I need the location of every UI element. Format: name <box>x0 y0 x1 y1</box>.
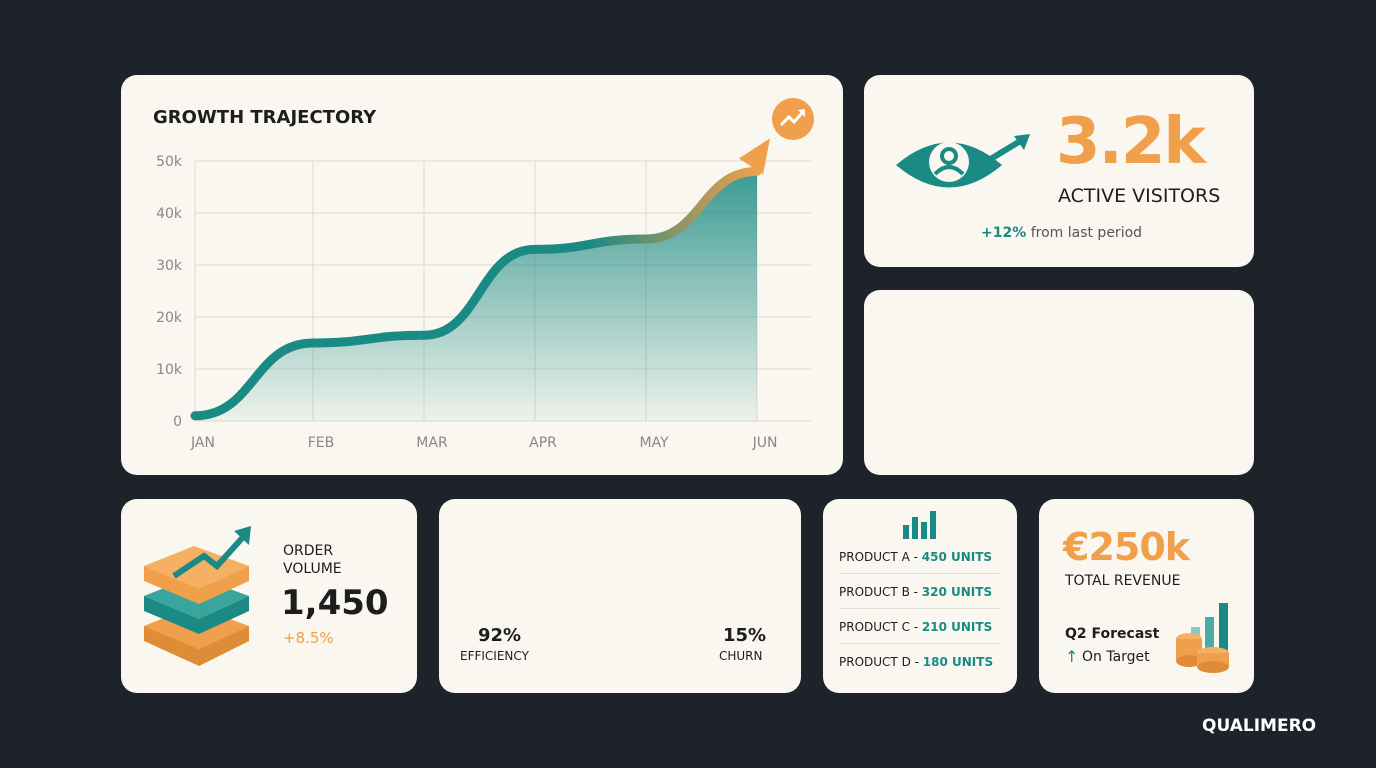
revenue-card: €250k TOTAL REVENUE Q2 Forecast ↑ On Tar… <box>1039 499 1254 693</box>
revenue-label: TOTAL REVENUE <box>1065 573 1181 589</box>
orders-label-1: ORDER <box>283 543 334 559</box>
y-tick-label: 20k <box>156 310 183 326</box>
series-line <box>190 166 762 421</box>
product-name: PRODUCT B - <box>839 585 918 599</box>
visitors-card: 3.2k ACTIVE VISITORS +12% from last peri… <box>864 75 1254 267</box>
coins-chart-icon <box>1176 603 1229 673</box>
products-card: PRODUCT A - 450 UNITS PRODUCT B - 320 UNI… <box>823 499 1017 693</box>
churn-label: CHURN <box>719 649 763 663</box>
arrow-head <box>739 138 770 175</box>
product-units: 450 UNITS <box>921 550 993 564</box>
orders-card: ORDER VOLUME 1,450 +8.5% <box>121 499 417 693</box>
gauges-card-top <box>864 290 1254 475</box>
forecast-status: On Target <box>1082 649 1150 665</box>
orders-value: 1,450 <box>281 583 389 623</box>
x-tick-label: JUN <box>752 435 778 451</box>
eye-user-icon <box>896 134 1030 188</box>
product-units: 320 UNITS <box>921 585 993 599</box>
stacked-layers-icon <box>144 526 251 666</box>
orders-label-2: VOLUME <box>283 561 342 577</box>
y-tick-label: 10k <box>156 362 183 378</box>
y-tick-label: 40k <box>156 206 183 222</box>
y-tick-label: 0 <box>173 414 182 430</box>
visitors-change: +12% from last period <box>981 225 1143 241</box>
area-fill <box>195 171 757 421</box>
product-row: PRODUCT A - 450 UNITS <box>839 550 1001 574</box>
x-tick-label: JAN <box>190 435 215 451</box>
chart-title: GROWTH TRAJECTORY <box>153 107 377 128</box>
arrow-up-icon: ↑ <box>1065 647 1079 666</box>
visitors-value: 3.2k <box>1056 105 1206 179</box>
efficiency-caption: 92% <box>478 625 522 646</box>
orders-change: +8.5% <box>283 629 334 647</box>
visitors-label: ACTIVE VISITORS <box>1058 185 1221 207</box>
product-units: 180 UNITS <box>922 655 994 669</box>
churn-caption: 15% <box>723 625 767 646</box>
gauges-card-bottom: 92% EFFICIENCY 15% CHURN <box>439 499 801 693</box>
product-row: PRODUCT B - 320 UNITS <box>839 585 1001 609</box>
product-name: PRODUCT A - <box>839 550 918 564</box>
x-tick-label: MAY <box>639 435 669 451</box>
brand-logo: QUALIMERO <box>1202 716 1317 736</box>
product-row: PRODUCT C - 210 UNITS <box>839 620 1001 644</box>
bar-chart-icon <box>903 511 936 539</box>
product-row: PRODUCT D - 180 UNITS <box>839 655 1001 678</box>
efficiency-label: EFFICIENCY <box>460 649 529 663</box>
revenue-value: €250k <box>1063 525 1190 569</box>
x-tick-label: FEB <box>308 435 335 451</box>
x-tick-label: MAR <box>416 435 448 451</box>
product-name: PRODUCT D - <box>839 655 919 669</box>
trend-up-icon <box>772 98 814 140</box>
forecast-label: Q2 Forecast <box>1065 626 1160 642</box>
product-name: PRODUCT C - <box>839 620 919 634</box>
y-tick-label: 30k <box>156 258 183 274</box>
x-tick-label: APR <box>529 435 557 451</box>
product-units: 210 UNITS <box>921 620 993 634</box>
y-tick-label: 50k <box>156 154 183 170</box>
